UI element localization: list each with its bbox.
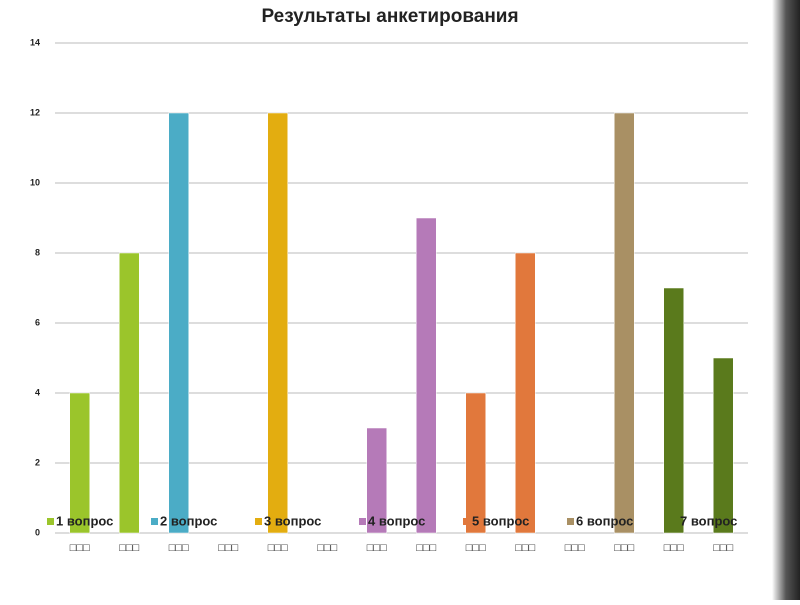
bar [663,287,684,534]
y-tick-label: 8 [35,247,40,257]
x-tick-label: □□□ [70,542,90,554]
x-tick-label: □□□ [713,542,733,554]
x-tick-label: □□□ [664,542,684,554]
y-tick-label: 2 [35,457,40,467]
legend-label: 3 вопрос [264,513,321,528]
chart-title: Результаты анкетирования [261,6,518,27]
bar [119,252,140,534]
x-tick-label: □□□ [169,542,189,554]
bar [515,252,536,534]
bar [168,112,189,534]
y-tick-label: 6 [35,317,40,327]
y-tick-label: 14 [30,37,40,47]
legend-label: 2 вопрос [160,513,217,528]
bar [465,392,486,534]
bar [69,392,90,534]
legend-label: 5 вопрос [472,513,529,528]
legend-swatch [359,518,366,525]
x-tick-label: □□□ [119,542,139,554]
legend-label: 6 вопрос [576,513,633,528]
legend-swatch [463,518,470,525]
bar [713,357,734,534]
legend-label: 1 вопрос [56,513,113,528]
legend-swatch [671,518,678,525]
x-tick-label: □□□ [317,542,337,554]
y-tick-label: 10 [30,177,40,187]
x-tick-label: □□□ [614,542,634,554]
x-tick-label: □□□ [268,542,288,554]
y-tick-label: 0 [35,527,40,537]
slide-edge [772,0,800,600]
x-tick-label: □□□ [218,542,238,554]
legend-label: 4 вопрос [368,513,425,528]
x-tick-label: □□□ [466,542,486,554]
y-tick-label: 4 [35,387,40,397]
x-tick-label: □□□ [367,542,387,554]
legend-swatch [47,518,54,525]
y-tick-label: 12 [30,107,40,117]
bar [366,427,387,534]
legend-label: 7 вопрос [680,513,737,528]
bar [614,112,635,534]
legend-swatch [255,518,262,525]
x-tick-label: □□□ [416,542,436,554]
bar [416,217,437,534]
legend-swatch [567,518,574,525]
bar [267,112,288,534]
legend-swatch [151,518,158,525]
x-tick-label: □□□ [515,542,535,554]
x-tick-label: □□□ [565,542,585,554]
